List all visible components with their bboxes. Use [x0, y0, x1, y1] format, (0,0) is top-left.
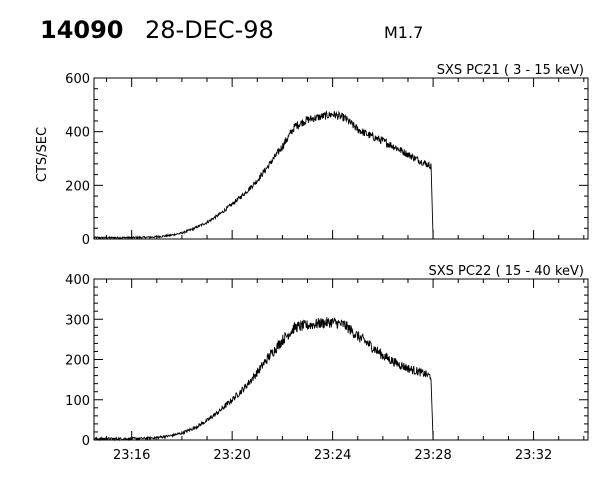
y-tick-label: 400	[65, 273, 90, 288]
event-id: 14090	[40, 16, 124, 44]
y-axis-label: CTS/SEC	[35, 127, 50, 182]
panel-pc21: SXS PC21 ( 3 - 15 keV) CTS/SEC 0 200 400 600	[35, 63, 589, 248]
event-date: 28-DEC-98	[145, 16, 274, 44]
lightcurve-series	[93, 110, 434, 240]
x-tick-label: 23:20	[213, 448, 250, 463]
y-tick-label: 100	[65, 394, 90, 409]
x-tick-label: 23:16	[113, 448, 150, 463]
panel-title: SXS PC22 ( 15 - 40 keV)	[428, 264, 584, 279]
plot-frame	[93, 278, 589, 441]
y-tick-label: 600	[65, 72, 90, 87]
panel-title: SXS PC21 ( 3 - 15 keV)	[437, 63, 584, 78]
y-tick-label: 200	[65, 179, 90, 194]
x-tick-label: 23:28	[414, 448, 451, 463]
panel-pc22: SXS PC22 ( 15 - 40 keV) 0 100 200 300 400 23:1…	[65, 264, 589, 463]
y-tick-label: 200	[65, 354, 90, 369]
x-tick-label: 23:24	[314, 448, 351, 463]
x-tick-label: 23:32	[515, 448, 552, 463]
flare-class: M1.7	[384, 23, 424, 42]
lightcurve-series	[93, 317, 434, 442]
y-tick-label: 300	[65, 313, 90, 328]
plot-frame	[93, 77, 589, 240]
y-tick-label: 0	[82, 434, 90, 449]
y-tick-label: 0	[82, 233, 90, 248]
y-tick-label: 400	[65, 126, 90, 141]
